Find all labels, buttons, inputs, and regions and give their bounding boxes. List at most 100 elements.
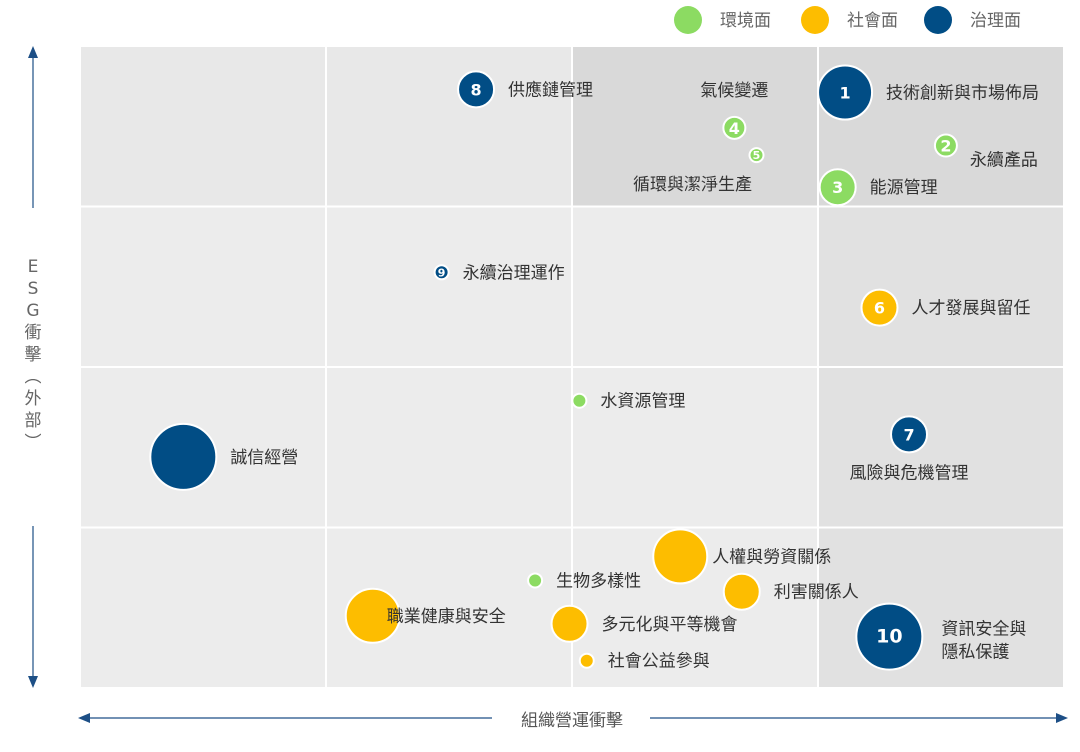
bubble-label: 氣候變遷 bbox=[700, 81, 768, 101]
bubble-label: 人權與勞資關係 bbox=[712, 547, 831, 567]
x-axis-label: 組織營運衝擊 bbox=[521, 711, 623, 731]
bubble-label: 能源管理 bbox=[870, 178, 938, 198]
y-axis-label-char: S bbox=[28, 279, 39, 299]
bubble-marker bbox=[344, 587, 401, 644]
bubble-marker bbox=[550, 604, 589, 643]
bubble-marker bbox=[652, 528, 709, 585]
grid-cell bbox=[817, 205, 1065, 368]
bubble-number: 4 bbox=[729, 119, 740, 138]
bubble-number: 7 bbox=[903, 425, 914, 444]
bubble-label: 資訊安全與隱私保護 bbox=[941, 620, 1026, 663]
bubble-marker bbox=[527, 572, 544, 589]
bubble-2: 2 永續產品 bbox=[933, 133, 1038, 171]
bubble-label: 多元化與平等機會 bbox=[602, 615, 738, 635]
bubble-item: 生物多樣性 bbox=[527, 571, 641, 591]
bubble-marker bbox=[860, 288, 899, 327]
grid-cell bbox=[571, 205, 819, 368]
y-axis-label-char: 外 bbox=[25, 389, 42, 409]
bubble-label: 風險與危機管理 bbox=[850, 463, 969, 483]
grid-cell bbox=[571, 366, 819, 529]
bubble-marker bbox=[457, 70, 496, 109]
bubble-number: 9 bbox=[438, 266, 446, 279]
bubble-marker bbox=[855, 602, 924, 671]
y-axis-label-char: E bbox=[28, 257, 39, 277]
bubble-number: 10 bbox=[876, 626, 902, 648]
grid-cell bbox=[325, 45, 573, 208]
arrow-up-icon bbox=[28, 46, 38, 58]
bubble-label: 誠信經營 bbox=[230, 448, 298, 468]
grid-cell bbox=[79, 526, 327, 689]
bubble-label: 社會公益參與 bbox=[608, 652, 710, 672]
bubble-number: 3 bbox=[832, 178, 843, 197]
bubble-marker bbox=[817, 64, 874, 121]
bubble-marker bbox=[149, 422, 218, 491]
bubble-10: 10 資訊安全與隱私保護 bbox=[855, 602, 1026, 671]
bubble-number: 5 bbox=[753, 149, 761, 162]
grid-cell bbox=[79, 205, 327, 368]
grid-cell bbox=[817, 366, 1065, 529]
bubble-number: 6 bbox=[874, 299, 885, 318]
legend-label-soc: 社會面 bbox=[847, 11, 898, 31]
bubble-item: 人權與勞資關係 bbox=[652, 528, 831, 585]
bubble-number: 8 bbox=[470, 80, 481, 99]
bubble-label: 供應鏈管理 bbox=[508, 79, 593, 100]
bubble-marker bbox=[578, 652, 595, 669]
bubble-item: 利害關係人 bbox=[722, 572, 859, 611]
legend-marker-env bbox=[674, 6, 702, 34]
y-axis-label-char: G bbox=[26, 301, 39, 321]
bubble-label: 職業健康與安全 bbox=[387, 607, 506, 627]
bubble-1: 1 技術創新與市場佈局 bbox=[817, 64, 1039, 121]
bubble-label: 人才發展與留任 bbox=[912, 299, 1031, 319]
bubble-label: 循環與潔淨生產 bbox=[633, 175, 752, 195]
legend: 環境面 社會面 治理面 bbox=[674, 6, 1021, 34]
bubble-marker bbox=[933, 133, 958, 158]
bubble-item: 誠信經營 bbox=[149, 422, 298, 491]
bubble-marker bbox=[818, 168, 857, 207]
bubble-number: 2 bbox=[940, 137, 951, 156]
bubble-marker bbox=[748, 147, 765, 164]
legend-label-env: 環境面 bbox=[720, 11, 771, 31]
legend-label-gov: 治理面 bbox=[970, 11, 1021, 31]
bubble-8: 8 供應鏈管理 bbox=[457, 70, 593, 109]
bubble-label: 生物多樣性 bbox=[556, 571, 641, 591]
bubble-label: 技術創新與市場佈局 bbox=[886, 84, 1039, 104]
y-axis-label-char: 擊 bbox=[25, 345, 42, 365]
bubble-marker bbox=[571, 392, 588, 409]
grid-cell bbox=[817, 526, 1065, 689]
arrow-right-icon bbox=[1056, 713, 1068, 723]
arrow-down-icon bbox=[28, 676, 38, 688]
bubble-3: 3 能源管理 bbox=[818, 168, 938, 207]
bubble-item: 水資源管理 bbox=[571, 392, 685, 412]
grid-cell bbox=[79, 45, 327, 208]
bubble-item: 多元化與平等機會 bbox=[550, 604, 738, 643]
legend-marker-gov bbox=[924, 6, 952, 34]
bubble-label: 永續產品 bbox=[970, 151, 1038, 171]
bubble-label: 水資源管理 bbox=[600, 392, 685, 412]
bubble-label: 永續治理運作 bbox=[463, 263, 565, 283]
grid-cells bbox=[79, 45, 1065, 689]
bubble-number: 1 bbox=[839, 84, 850, 103]
legend-marker-soc bbox=[801, 6, 829, 34]
bubble-label: 利害關係人 bbox=[774, 583, 859, 603]
grid-cell bbox=[325, 205, 573, 368]
grid-cell bbox=[571, 45, 819, 208]
bubble-marker bbox=[722, 115, 747, 140]
y-axis-label-char: ︵ bbox=[25, 367, 42, 387]
y-axis-label-char: 衝 bbox=[25, 323, 42, 343]
grid-cell bbox=[325, 366, 573, 529]
bubble-6: 6 人才發展與留任 bbox=[860, 288, 1031, 327]
bubble-item: 職業健康與安全 bbox=[344, 587, 506, 644]
bubble-4: 4 氣候變遷 bbox=[700, 81, 768, 140]
y-axis-label-char: 部 bbox=[25, 411, 42, 431]
bubble-7: 7 風險與危機管理 bbox=[850, 415, 969, 483]
bubble-marker bbox=[722, 572, 761, 611]
bubble-marker bbox=[433, 264, 450, 281]
y-axis-label-char: ︶ bbox=[25, 433, 42, 453]
bubble-9: 9 永續治理運作 bbox=[433, 263, 565, 283]
arrow-left-icon bbox=[78, 713, 90, 723]
